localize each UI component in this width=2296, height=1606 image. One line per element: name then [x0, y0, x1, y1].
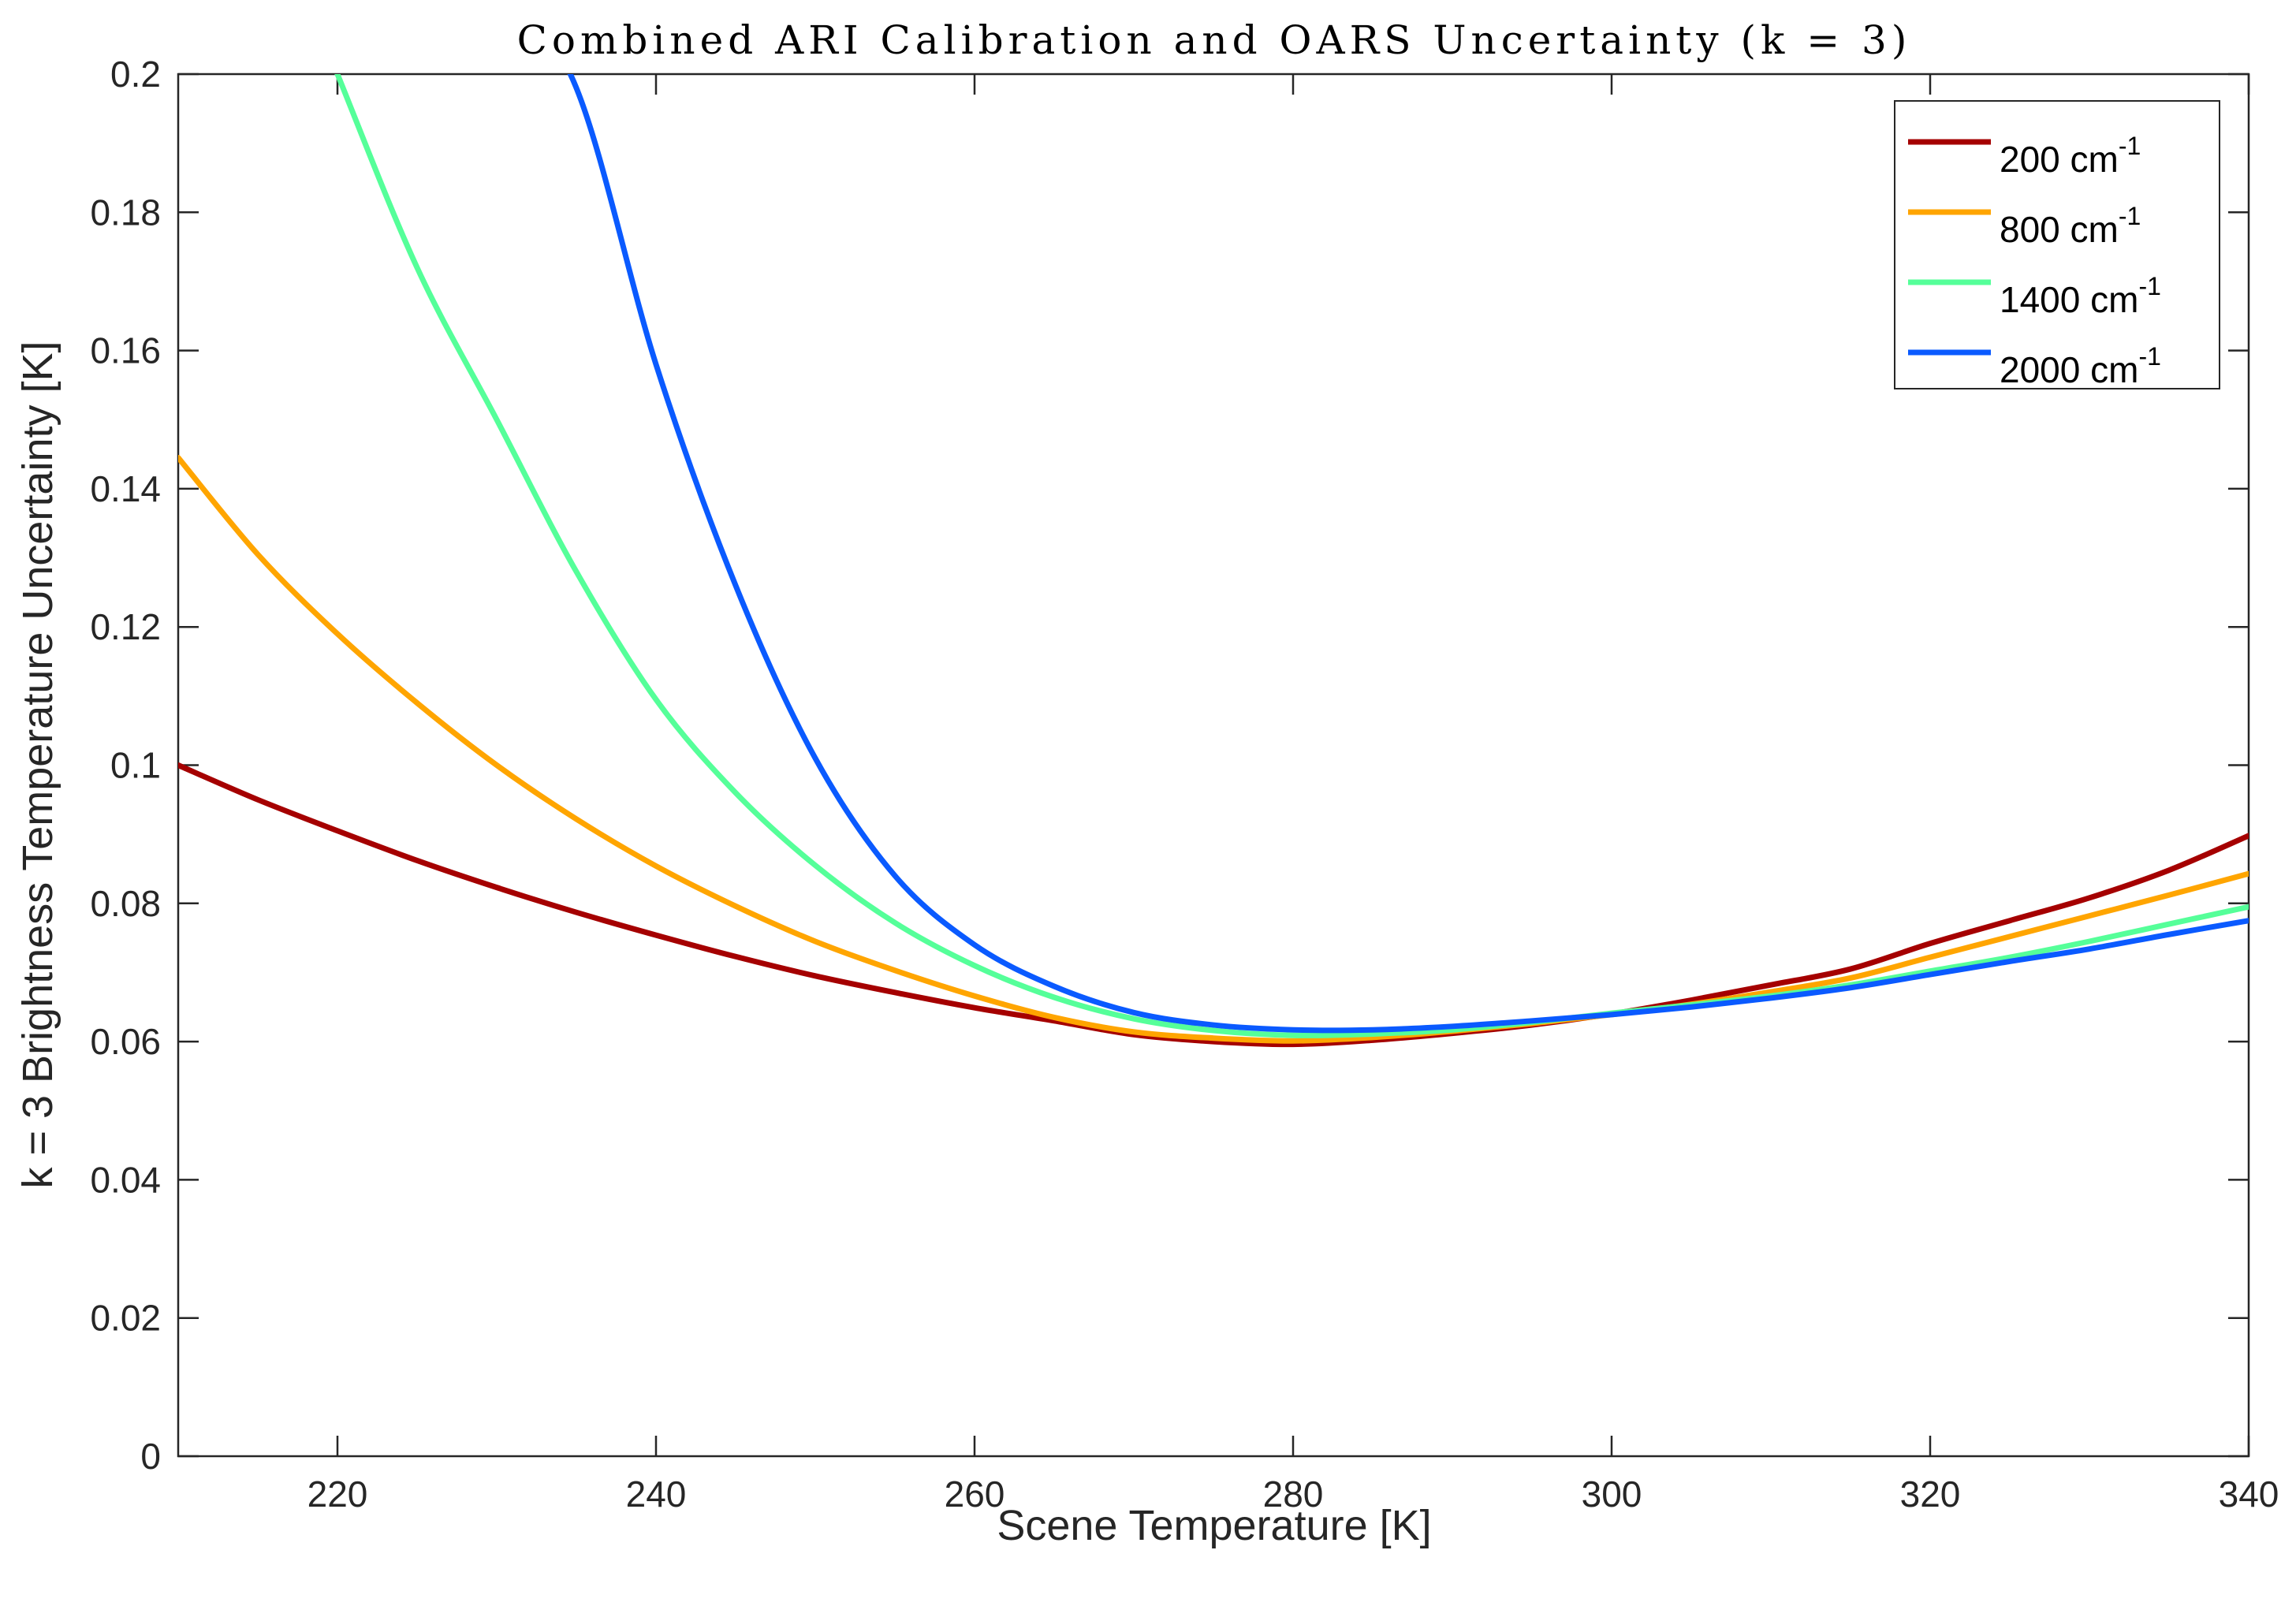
series-line-200-cm — [178, 762, 2249, 1048]
y-tick-label: 0.2 — [110, 54, 161, 95]
legend-label: 2000 cm-1 — [2000, 342, 2161, 390]
x-tick-label: 300 — [1582, 1474, 1642, 1515]
series-lines — [178, 74, 2249, 1048]
y-tick-label: 0.02 — [90, 1298, 161, 1339]
y-tick-label: 0.16 — [90, 330, 161, 371]
y-tick-label: 0 — [140, 1436, 161, 1477]
legend-label: 1400 cm-1 — [2000, 272, 2161, 320]
legend-label: 800 cm-1 — [2000, 202, 2141, 250]
legend-label-superscript: -1 — [2119, 132, 2141, 160]
y-axis-ticks: 0 0.02 0.04 0.06 0.08 0.1 0.12 0.14 0.16 0.18 0.2 — [90, 54, 2249, 1477]
x-tick-label: 260 — [945, 1474, 1005, 1515]
y-axis-label: k = 3 Brightness Temperature Uncertainty… — [14, 341, 62, 1188]
x-axis-label: Scene Temperature [K] — [997, 1502, 1431, 1549]
y-tick-label: 0.04 — [90, 1159, 161, 1200]
legend-box — [1894, 100, 2220, 389]
legend: 200 cm-1 800 cm-1 1400 cm-1 2000 cm-1 — [1894, 100, 2220, 390]
legend-label-superscript: -1 — [2119, 202, 2141, 230]
legend-label-superscript: -1 — [2138, 272, 2160, 300]
x-tick-label: 320 — [1900, 1474, 1961, 1515]
legend-label-superscript: -1 — [2138, 342, 2160, 371]
y-tick-label: 0.14 — [90, 468, 161, 509]
series-line-800-cm — [178, 454, 2249, 1044]
x-tick-label: 240 — [626, 1474, 687, 1515]
y-tick-label: 0.08 — [90, 883, 161, 924]
legend-label: 200 cm-1 — [2000, 132, 2141, 180]
y-tick-label: 0.06 — [90, 1021, 161, 1062]
x-tick-label: 280 — [1263, 1474, 1324, 1515]
series-line-2000-cm — [567, 74, 2249, 1034]
x-axis-ticks: 220 240 260 280 300 320 340 — [308, 74, 2279, 1515]
series-line-1400-cm — [334, 74, 2249, 1038]
y-tick-label: 0.12 — [90, 606, 161, 647]
chart-title: Combined ARI Calibration and OARS Uncert… — [517, 17, 1912, 63]
x-tick-label: 220 — [308, 1474, 368, 1515]
y-tick-label: 0.18 — [90, 192, 161, 233]
y-tick-label: 0.1 — [110, 745, 161, 786]
x-tick-label: 340 — [2219, 1474, 2279, 1515]
